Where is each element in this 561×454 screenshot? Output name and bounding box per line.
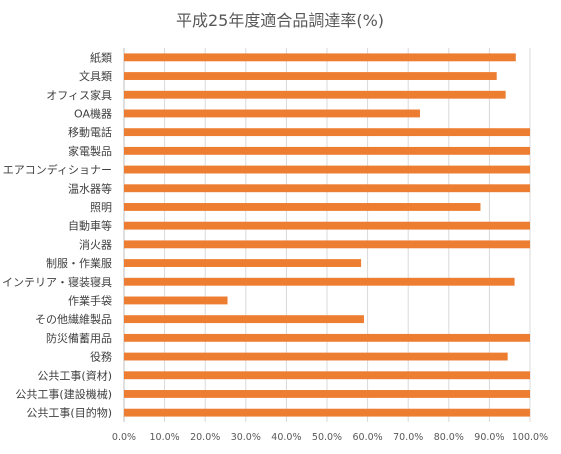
bar	[124, 184, 530, 193]
category-label: 防災備蓄用品	[46, 331, 112, 345]
chart-title: 平成25年度適合品調達率(%)	[176, 11, 384, 30]
bar	[124, 221, 530, 230]
gridlines	[123, 48, 531, 422]
bar	[124, 240, 530, 249]
category-label: 公共工事(目的物)	[26, 406, 112, 420]
category-label: 照明	[90, 201, 112, 214]
bar	[124, 128, 530, 137]
bar	[124, 352, 508, 361]
category-label: 移動電話	[68, 125, 112, 139]
category-label: インテリア・寝装寝具	[2, 275, 112, 289]
category-label: その他繊維製品	[35, 312, 112, 326]
bar	[124, 259, 362, 267]
category-label: 制服・作業服	[46, 257, 112, 270]
bar	[124, 72, 497, 80]
bar	[124, 371, 530, 380]
bar	[124, 203, 481, 211]
category-label: 公共工事(資材)	[37, 368, 112, 382]
category-label: 自動車等	[68, 219, 112, 233]
x-tick-label: 0.0%	[112, 432, 136, 443]
category-label: 消火器	[79, 237, 112, 251]
bars	[124, 53, 530, 417]
x-tick-label: 90.0%	[474, 432, 504, 443]
category-label: 家電製品	[68, 144, 112, 158]
bar	[124, 109, 420, 118]
bar	[124, 333, 530, 342]
bar	[124, 53, 516, 62]
category-label: 文具類	[79, 69, 112, 83]
category-label: 温水器等	[68, 181, 112, 195]
bar	[124, 146, 530, 155]
x-tick-label: 70.0%	[393, 432, 423, 443]
x-tick-label: 50.0%	[312, 432, 342, 443]
category-label: オフィス家具	[46, 88, 112, 102]
bar	[124, 315, 364, 324]
bar	[124, 165, 530, 174]
category-label: 公共工事(建設機械)	[15, 387, 112, 401]
x-tick-label: 60.0%	[353, 432, 383, 443]
category-label: 役務	[90, 350, 112, 364]
bar	[124, 390, 530, 398]
bar	[124, 90, 506, 99]
x-tick-label: 80.0%	[434, 432, 464, 443]
x-tick-label: 30.0%	[231, 432, 261, 443]
x-tick-label: 20.0%	[190, 432, 220, 443]
x-tick-label: 10.0%	[150, 432, 180, 443]
x-tick-label: 40.0%	[271, 432, 301, 443]
bar	[124, 408, 530, 417]
x-axis-tick-labels: 0.0% 10.0% 20.0% 30.0% 40.0% 50.0% 60.0% 70.0% 8…	[112, 432, 548, 443]
category-label: 作業手袋	[68, 293, 112, 307]
x-tick-label: 100.0%	[512, 432, 548, 443]
bar	[124, 277, 515, 286]
category-label: エアコンディショナー	[3, 163, 112, 177]
bar	[124, 296, 228, 305]
category-label: 紙類	[90, 50, 112, 64]
category-label: OA機器	[74, 106, 112, 120]
